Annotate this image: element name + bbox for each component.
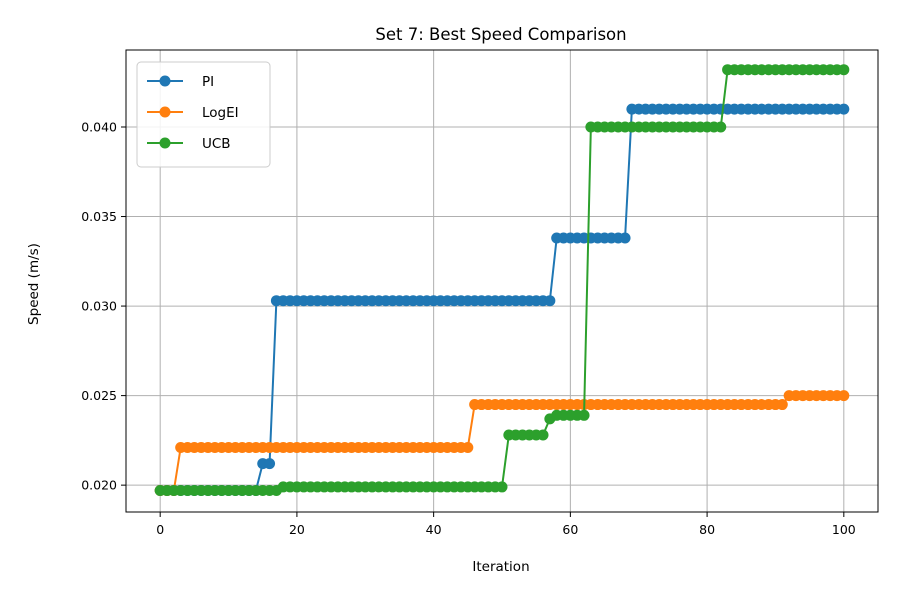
logei-data-point	[462, 442, 474, 454]
pi-data-point	[264, 458, 276, 470]
logei-data-point	[838, 390, 850, 402]
x-tick-label: 0	[156, 522, 164, 537]
series-ucb	[154, 64, 850, 497]
ucb-data-point	[496, 481, 508, 493]
legend: PI LogEI UCB	[136, 61, 271, 168]
ucb-data-point	[838, 64, 850, 76]
legend-item-pi: PI	[147, 74, 214, 90]
legend-label: LogEI	[202, 105, 239, 121]
x-tick-label: 60	[562, 522, 578, 537]
legend-item-logei: LogEI	[147, 105, 239, 121]
legend-swatch-marker	[159, 106, 171, 118]
x-tick-label: 40	[426, 522, 442, 537]
x-tick-label: 80	[699, 522, 715, 537]
y-tick-label: 0.025	[81, 388, 117, 403]
x-tick-label: 100	[832, 522, 856, 537]
y-tick-label: 0.040	[81, 120, 117, 135]
ucb-data-point	[537, 429, 549, 441]
pi-data-point	[619, 232, 631, 244]
y-tick-label: 0.030	[81, 299, 117, 314]
x-tick-label: 20	[289, 522, 305, 537]
legend-swatch-marker	[159, 137, 171, 149]
pi-data-point	[544, 295, 556, 307]
x-axis-label: Iteration	[472, 559, 529, 575]
ucb-data-point	[715, 121, 727, 133]
legend-box	[136, 61, 271, 168]
pi-data-point	[838, 103, 850, 115]
legend-label: PI	[202, 74, 214, 90]
series-logei	[154, 390, 850, 497]
y-tick-label: 0.035	[81, 209, 117, 224]
chart-title: Set 7: Best Speed Comparison	[375, 25, 626, 44]
grid	[126, 50, 878, 512]
y-tick-label: 0.020	[81, 478, 117, 493]
logei-data-point	[776, 399, 788, 411]
legend-item-ucb: UCB	[147, 136, 231, 152]
series-lines	[154, 64, 850, 497]
ucb-data-point	[578, 409, 590, 421]
legend-label: UCB	[202, 136, 231, 152]
y-axis-label: Speed (m/s)	[26, 243, 42, 325]
plot-frame	[125, 49, 879, 513]
legend-swatch-marker	[159, 75, 171, 87]
axis-ticks: 0 20 40 60 80 100 0.020 0.025 0.030 0.035 0.040	[81, 120, 856, 538]
